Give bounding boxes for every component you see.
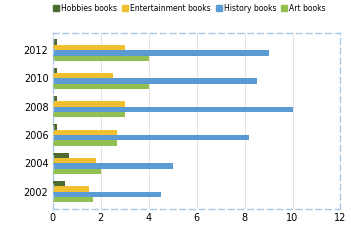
Bar bbox=[53, 96, 58, 101]
Bar bbox=[53, 158, 96, 163]
Bar bbox=[53, 140, 117, 146]
Bar bbox=[53, 107, 292, 112]
Bar bbox=[53, 197, 93, 202]
Bar bbox=[53, 78, 257, 84]
Bar bbox=[53, 135, 249, 140]
Bar bbox=[53, 39, 58, 45]
Bar bbox=[53, 163, 173, 169]
Bar bbox=[53, 191, 161, 197]
Bar bbox=[53, 73, 113, 78]
Bar bbox=[53, 181, 65, 186]
Bar bbox=[53, 124, 58, 130]
Bar bbox=[53, 153, 69, 158]
Bar bbox=[53, 68, 58, 73]
Bar bbox=[53, 84, 148, 89]
Bar bbox=[53, 130, 117, 135]
Bar bbox=[53, 45, 125, 50]
Legend: Hobbies books, Entertainment books, History books, Art books: Hobbies books, Entertainment books, Hist… bbox=[53, 4, 326, 13]
Bar bbox=[53, 112, 125, 118]
Bar bbox=[53, 50, 269, 55]
Bar bbox=[53, 55, 148, 61]
Bar bbox=[53, 101, 125, 107]
Bar bbox=[53, 169, 101, 174]
Bar bbox=[53, 186, 88, 191]
